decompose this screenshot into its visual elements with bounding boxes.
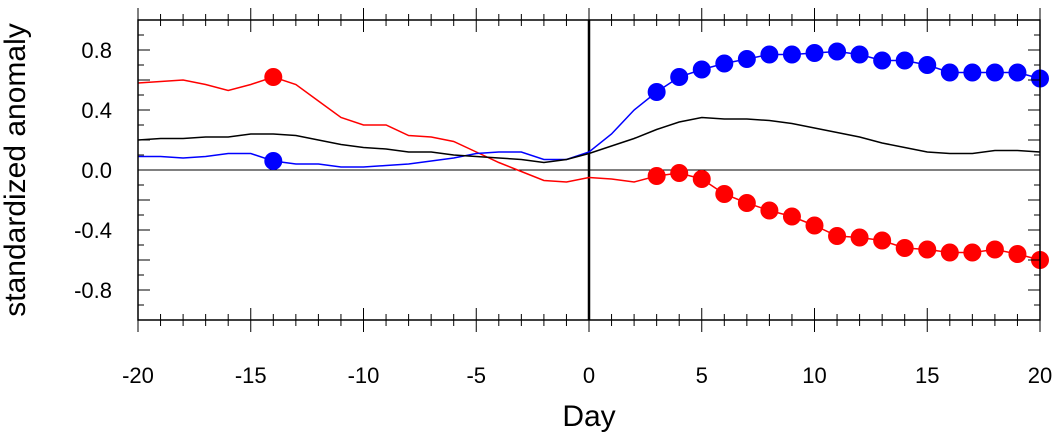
series-marker-1 [828, 42, 847, 61]
series-marker-0 [940, 243, 959, 262]
x-tick-label: -5 [466, 363, 486, 388]
series-marker-1 [1008, 63, 1027, 82]
series-marker-1 [985, 63, 1004, 82]
ticks-layer [137, 8, 1041, 332]
series-marker-0 [737, 194, 756, 212]
x-tick-label: 15 [915, 363, 939, 388]
y-tick-label: -0.8 [74, 278, 112, 303]
series-marker-0 [985, 240, 1004, 259]
series-marker-0 [264, 68, 283, 86]
series-marker-1 [760, 45, 779, 64]
series-marker-0 [918, 240, 937, 259]
series-marker-0 [805, 216, 824, 235]
y-tick-labels: 0.8 0.4 0.0 -0.4 -0.8 [74, 38, 112, 303]
series-marker-1 [264, 152, 283, 170]
series-marker-0 [850, 228, 869, 247]
y-tick-label: -0.4 [74, 218, 112, 243]
series-marker-0 [782, 207, 801, 226]
series-marker-0 [692, 170, 711, 188]
y-tick-label: 0.0 [81, 158, 112, 183]
series-marker-1 [873, 51, 892, 70]
series-marker-1 [963, 63, 982, 82]
x-axis-title: Day [562, 400, 615, 433]
series-marker-0 [715, 185, 734, 203]
series-marker-1 [895, 51, 914, 70]
series-marker-0 [873, 231, 892, 250]
series-marker-1 [670, 68, 689, 86]
series-marker-0 [760, 201, 779, 220]
series-marker-0 [647, 167, 666, 185]
x-tick-labels: -20 -15 -10 -5 0 5 10 15 20 [122, 363, 1052, 388]
series-marker-1 [805, 44, 824, 62]
x-tick-label: 0 [583, 363, 595, 388]
y-tick-label: 0.8 [81, 38, 112, 63]
x-tick-label: -15 [235, 363, 267, 388]
series-marker-1 [850, 45, 869, 64]
series-layer [137, 20, 1049, 320]
series-line-2 [137, 116, 1041, 164]
x-tick-label: 10 [802, 363, 826, 388]
series-marker-0 [1008, 245, 1027, 263]
series-marker-0 [670, 164, 689, 182]
series-marker-1 [647, 83, 666, 101]
x-tick-label: -10 [348, 363, 380, 388]
series-marker-1 [918, 56, 937, 74]
series-marker-1 [782, 45, 801, 64]
series-marker-0 [963, 243, 982, 262]
plot-frame [137, 19, 1041, 321]
y-tick-label: 0.4 [81, 98, 112, 123]
x-tick-label: -20 [122, 363, 154, 388]
series-marker-1 [715, 54, 734, 73]
series-marker-1 [692, 60, 711, 79]
x-tick-label: 20 [1028, 363, 1052, 388]
series-marker-0 [828, 227, 847, 245]
y-axis-title: standardized anomaly [0, 23, 32, 317]
series-marker-1 [940, 63, 959, 82]
series-marker-1 [737, 50, 756, 68]
series-marker-0 [895, 239, 914, 257]
x-tick-label: 5 [696, 363, 708, 388]
